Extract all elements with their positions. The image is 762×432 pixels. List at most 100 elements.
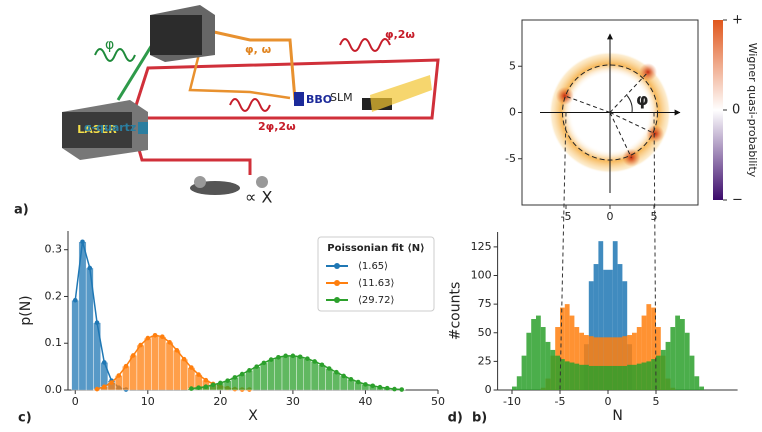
y-tick-label: 50 bbox=[478, 326, 492, 339]
histogram-bar bbox=[512, 387, 517, 390]
fit-point bbox=[95, 320, 100, 325]
bar bbox=[289, 356, 296, 390]
histogram-bar bbox=[627, 365, 632, 390]
fit-point bbox=[95, 387, 100, 392]
fit-point bbox=[240, 372, 245, 377]
fit-point bbox=[262, 361, 267, 366]
fit-point bbox=[189, 365, 194, 370]
histogram-bar bbox=[690, 356, 695, 390]
fit-point bbox=[283, 354, 288, 359]
colorbar-tick-label: + bbox=[732, 13, 743, 28]
histogram-bar bbox=[622, 366, 627, 390]
label-second-harmonic: φ,2ω bbox=[385, 28, 415, 41]
legend-label: ⟨1.65⟩ bbox=[358, 261, 388, 272]
fit-point bbox=[378, 385, 383, 390]
histogram-bar bbox=[589, 366, 594, 390]
label-quartz: α-quartz bbox=[84, 121, 136, 134]
x-tick-label: 50 bbox=[431, 395, 445, 408]
histogram-bar bbox=[670, 327, 675, 390]
y-tick-label: 0.0 bbox=[45, 383, 63, 396]
fit-point bbox=[363, 382, 368, 387]
fit-point bbox=[196, 372, 201, 377]
fit-point bbox=[102, 360, 107, 365]
fit-point bbox=[73, 298, 78, 303]
histogram-bar bbox=[680, 319, 685, 390]
fit-point bbox=[334, 370, 339, 375]
y-tick-label: -5 bbox=[505, 152, 516, 165]
histogram-bar bbox=[637, 364, 642, 390]
histogram-bar bbox=[666, 342, 671, 390]
label-pump: φ, ω bbox=[245, 43, 272, 56]
angle-label: φ bbox=[636, 90, 649, 109]
fit-point bbox=[175, 348, 180, 353]
histogram-bar bbox=[555, 356, 560, 390]
y-tick-label: 0.2 bbox=[45, 289, 63, 302]
histogram-bar bbox=[694, 376, 699, 390]
x-tick-label: 0 bbox=[607, 210, 614, 223]
histogram-bar bbox=[594, 366, 599, 390]
bar bbox=[72, 300, 79, 390]
fit-point bbox=[146, 336, 151, 341]
bar bbox=[311, 361, 318, 390]
histogram-bar bbox=[608, 366, 613, 390]
histogram-bar bbox=[531, 319, 536, 390]
fit-point bbox=[131, 353, 136, 358]
legend-marker bbox=[334, 280, 340, 286]
y-axis-label: #counts bbox=[448, 282, 464, 341]
fit-point bbox=[225, 378, 230, 383]
figure: φ LASER φ, ω BBO φ,2ω SLM 2φ,2ω α-quartz… bbox=[0, 0, 762, 432]
x-tick-label: -10 bbox=[503, 395, 521, 408]
fit-point bbox=[138, 343, 143, 348]
bar bbox=[304, 359, 311, 390]
colorbar-label: Wigner quasi-probability bbox=[746, 43, 759, 178]
x-tick-label: 30 bbox=[286, 395, 300, 408]
bar bbox=[166, 342, 173, 390]
y-tick-label: 75 bbox=[478, 297, 492, 310]
bar bbox=[275, 357, 282, 390]
fit-point bbox=[124, 364, 129, 369]
bar bbox=[253, 367, 260, 390]
fit-point bbox=[204, 378, 209, 383]
bar bbox=[282, 356, 289, 390]
x-axis-label: X bbox=[248, 408, 258, 424]
y-tick-label: 125 bbox=[471, 240, 492, 253]
fit-point bbox=[218, 381, 223, 386]
x-tick-label: 0 bbox=[72, 395, 79, 408]
fit-point bbox=[109, 380, 114, 385]
legend-label: ⟨11.63⟩ bbox=[358, 278, 395, 289]
label-phase: φ bbox=[105, 37, 114, 53]
fit-point bbox=[305, 356, 310, 361]
fit-point bbox=[370, 383, 375, 388]
fit-point bbox=[116, 373, 121, 378]
x-tick-label: 5 bbox=[653, 395, 660, 408]
histogram-bar bbox=[570, 363, 575, 390]
fit-point bbox=[254, 364, 259, 369]
legend-title: Poissonian fit ⟨N⟩ bbox=[327, 243, 424, 254]
histogram-bar bbox=[517, 376, 522, 390]
histogram-bar bbox=[603, 366, 608, 390]
bar bbox=[297, 357, 304, 390]
fit-point bbox=[160, 334, 165, 339]
label-slm: SLM bbox=[330, 91, 353, 104]
histogram-bar bbox=[613, 366, 618, 390]
histogram-bar bbox=[541, 327, 546, 390]
bar bbox=[137, 345, 144, 390]
histogram-bar bbox=[699, 387, 704, 390]
bar bbox=[173, 350, 180, 390]
histogram-bar bbox=[584, 365, 589, 390]
histogram-bar bbox=[574, 364, 579, 390]
bar bbox=[180, 359, 187, 390]
histogram-bar bbox=[536, 316, 541, 390]
y-tick-label: 0.1 bbox=[45, 336, 63, 349]
legend-marker bbox=[334, 263, 340, 269]
colorbar-tick-label: − bbox=[732, 193, 743, 208]
fit-point bbox=[291, 354, 296, 359]
x-tick-label: 5 bbox=[651, 210, 658, 223]
fit-point bbox=[247, 368, 252, 373]
bar bbox=[333, 372, 340, 390]
histogram-bar bbox=[685, 333, 690, 390]
histogram-bar bbox=[651, 359, 656, 390]
histogram-bar bbox=[642, 363, 647, 390]
legend-marker bbox=[334, 297, 340, 303]
y-tick-label: 25 bbox=[478, 354, 492, 367]
